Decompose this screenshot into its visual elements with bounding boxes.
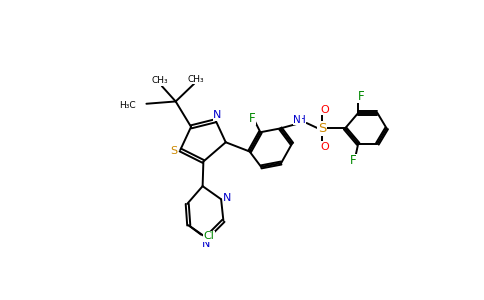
- Text: S: S: [170, 146, 177, 156]
- Text: F: F: [358, 90, 364, 103]
- Text: Cl: Cl: [203, 231, 214, 241]
- Text: N: N: [223, 193, 231, 203]
- Text: O: O: [321, 142, 330, 152]
- Text: CH₃: CH₃: [152, 76, 168, 85]
- Text: S: S: [318, 122, 326, 135]
- Text: F: F: [349, 154, 356, 167]
- Text: H₃C: H₃C: [119, 101, 136, 110]
- Text: O: O: [321, 105, 330, 115]
- Text: N: N: [293, 115, 301, 125]
- Text: N: N: [202, 239, 211, 249]
- Text: CH₃: CH₃: [187, 75, 204, 84]
- Text: H: H: [298, 115, 306, 125]
- Text: N: N: [213, 110, 222, 120]
- Text: F: F: [249, 112, 255, 125]
